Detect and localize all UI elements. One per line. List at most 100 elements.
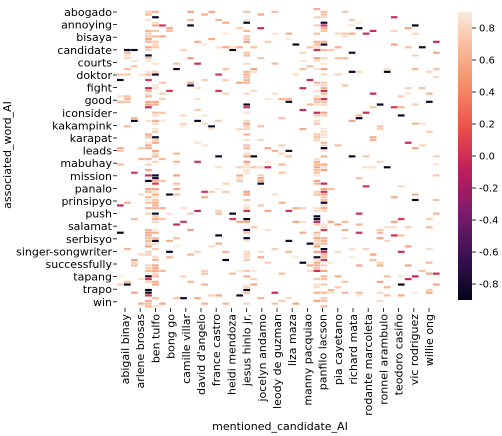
heatmap-cell	[320, 147, 328, 150]
heatmap-cell	[173, 193, 180, 196]
heatmap-cell	[313, 119, 321, 122]
heatmap-cell	[145, 299, 152, 302]
x-tick-label: bong go	[165, 314, 178, 359]
heatmap-cell	[362, 111, 370, 114]
heatmap-cell	[229, 212, 237, 215]
heatmap-cell	[145, 188, 152, 191]
heatmap-cell	[299, 108, 307, 112]
heatmap-cell	[124, 280, 131, 283]
heatmap-cell	[306, 78, 314, 82]
heatmap-cell	[152, 237, 159, 240]
heatmap-cell	[117, 283, 124, 286]
heatmap-cell	[208, 294, 215, 297]
heatmap-cell	[222, 92, 229, 95]
heatmap-cell	[404, 141, 412, 144]
heatmap-cell	[383, 166, 391, 169]
heatmap-cell	[187, 24, 194, 27]
heatmap-cell	[243, 35, 251, 38]
heatmap-cell	[257, 138, 265, 142]
y-tick-label: mission	[70, 170, 112, 183]
heatmap-cell	[145, 136, 152, 139]
heatmap-cell	[124, 95, 131, 98]
heatmap-cell	[306, 264, 314, 267]
heatmap-cell	[369, 136, 377, 139]
heatmap-cell	[257, 125, 265, 128]
heatmap-cell	[222, 68, 229, 71]
heatmap-cell	[215, 209, 222, 212]
heatmap-cell	[320, 207, 328, 210]
heatmap-cell	[320, 209, 328, 212]
heatmap-cell	[320, 73, 328, 76]
heatmap-cell	[194, 108, 201, 112]
heatmap-cell	[320, 27, 328, 30]
heatmap-cell	[432, 155, 440, 158]
heatmap-cell	[208, 128, 215, 131]
heatmap-cell	[145, 48, 152, 52]
heatmap-cell	[201, 269, 208, 272]
heatmap-cell	[145, 100, 152, 103]
heatmap-cell	[138, 253, 145, 256]
heatmap-cell	[299, 68, 307, 71]
heatmap-cell	[418, 46, 426, 49]
heatmap-cell	[145, 89, 152, 92]
heatmap-cell	[390, 220, 398, 223]
x-axis-ticks: abigail binay arlene brosas ben tulfo bong …	[119, 308, 436, 416]
heatmap-cell	[173, 237, 180, 240]
heatmap-cell	[145, 73, 152, 76]
heatmap-cell	[145, 95, 152, 98]
heatmap-cell	[152, 84, 159, 87]
heatmap-cell	[411, 54, 419, 57]
heatmap-cell	[243, 111, 251, 114]
heatmap-cell	[348, 248, 356, 251]
heatmap-cell	[131, 291, 138, 294]
heatmap-cell	[334, 46, 342, 49]
heatmap-cell	[152, 122, 159, 125]
heatmap-cell	[334, 32, 342, 35]
heatmap-cell	[404, 278, 412, 281]
heatmap-cell	[138, 147, 145, 150]
heatmap-cell	[152, 193, 159, 196]
heatmap-cell	[152, 29, 159, 32]
heatmap-cell	[362, 166, 370, 169]
heatmap-cell	[243, 269, 251, 272]
heatmap-cell	[173, 297, 180, 300]
heatmap-cell	[313, 98, 321, 101]
heatmap-cell	[250, 278, 258, 281]
heatmap-cell	[334, 57, 342, 60]
heatmap-cell	[117, 231, 124, 234]
heatmap-cell	[355, 294, 363, 297]
heatmap-cell	[313, 111, 321, 114]
heatmap-cell	[313, 95, 321, 98]
colorbar-tick-label: 0.6	[479, 56, 495, 67]
heatmap-cell	[418, 122, 426, 125]
heatmap-cell	[320, 81, 328, 84]
heatmap-cell	[145, 201, 152, 204]
heatmap-cell	[313, 103, 321, 106]
y-tick-label: push	[85, 208, 112, 221]
heatmap-cell	[341, 57, 349, 60]
heatmap-cell	[320, 98, 328, 101]
heatmap-cell	[152, 182, 159, 185]
y-axis-title: associated_word_AI	[1, 101, 14, 209]
heatmap-cell	[271, 291, 279, 294]
heatmap-cell	[222, 302, 229, 305]
heatmap-cell	[320, 29, 328, 32]
heatmap-cell	[299, 59, 307, 62]
heatmap-cell	[117, 204, 124, 207]
heatmap-cell	[432, 76, 440, 79]
heatmap-cell	[432, 272, 440, 275]
heatmap-cell	[313, 242, 321, 245]
heatmap-cell	[145, 278, 152, 281]
heatmap-cell	[187, 57, 194, 60]
heatmap-cell	[278, 144, 286, 147]
heatmap-cell	[124, 54, 131, 57]
heatmap-cell	[320, 269, 328, 272]
heatmap-cell	[187, 81, 194, 84]
heatmap-cell	[397, 294, 405, 297]
heatmap-cell	[243, 250, 251, 253]
heatmap-cell	[313, 223, 321, 226]
heatmap-cell	[320, 136, 328, 139]
heatmap-cell	[383, 226, 391, 229]
heatmap-cell	[159, 35, 166, 38]
heatmap-cell	[222, 46, 229, 49]
